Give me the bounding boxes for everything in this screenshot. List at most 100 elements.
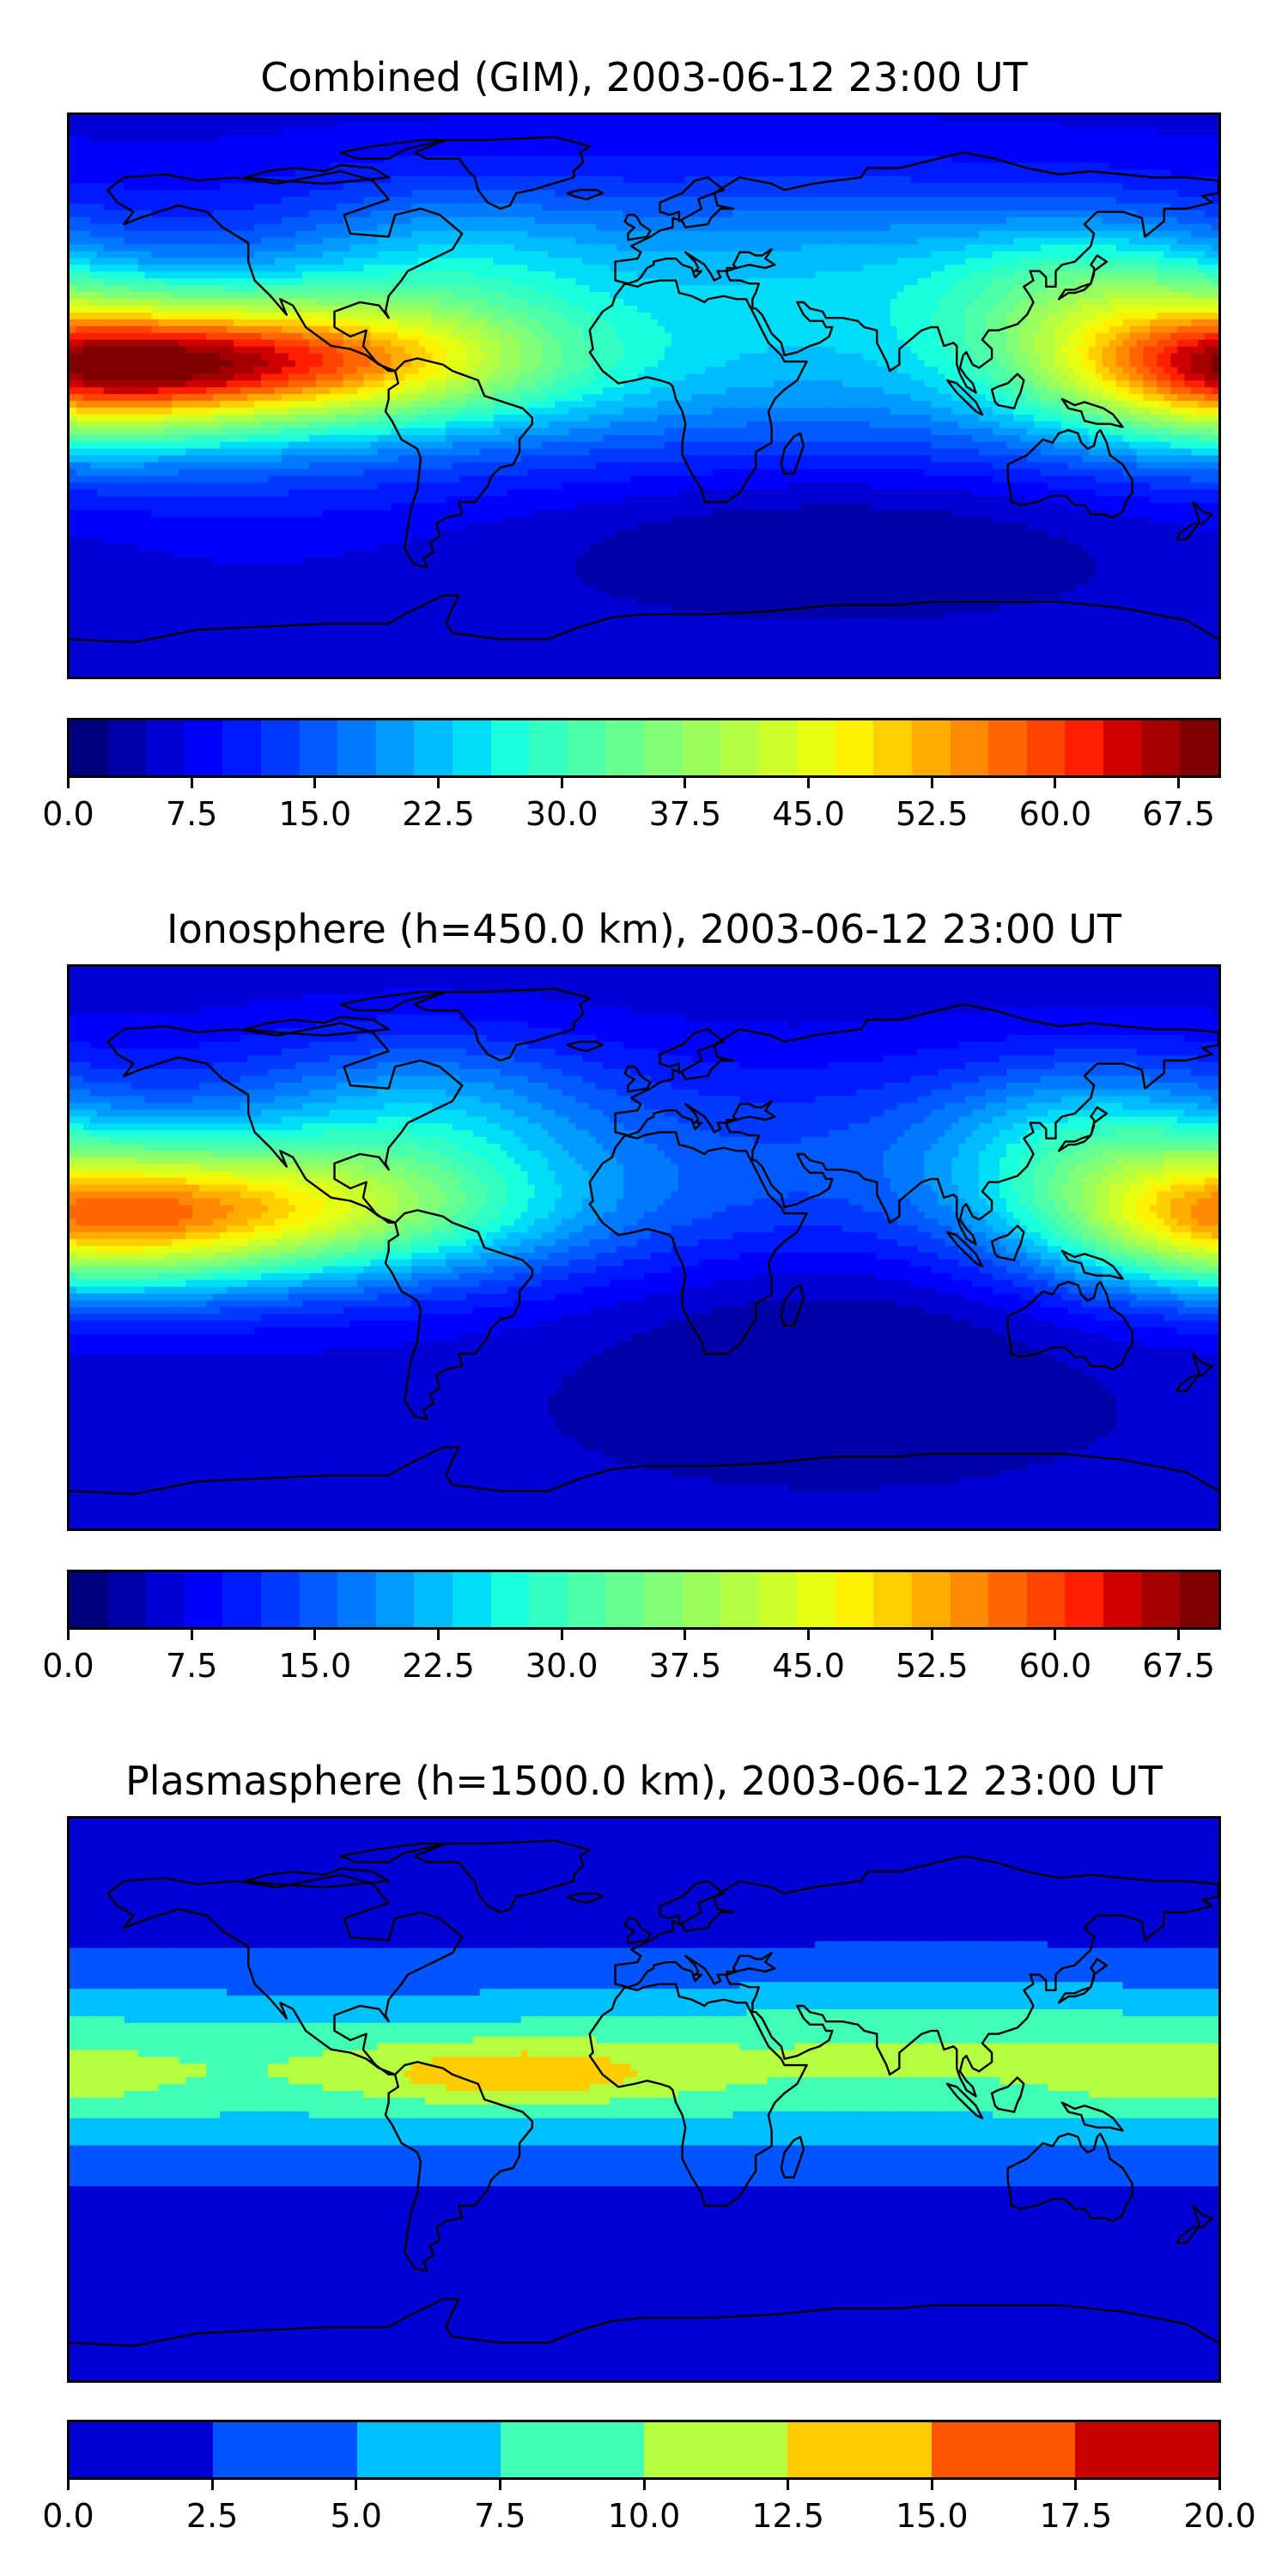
map-svg xyxy=(70,115,1218,677)
coastline-nzealand xyxy=(1176,1352,1213,1393)
colorbar-segment xyxy=(758,1572,798,1627)
colorbar-segment xyxy=(1141,1572,1181,1627)
colorbar-tick xyxy=(1054,778,1057,788)
colorbar-tick xyxy=(683,778,687,788)
coastline-borneo xyxy=(990,2076,1025,2113)
colorbar-segment xyxy=(643,720,683,775)
colorbar-segment xyxy=(931,2422,1075,2477)
tec-field xyxy=(70,115,1218,677)
colorbar-tick-label: 45.0 xyxy=(772,1647,845,1685)
coastline-iceland xyxy=(566,1041,604,1053)
colorbar-segment xyxy=(414,720,453,775)
colorbar-segment xyxy=(375,720,415,775)
coastline-borneo xyxy=(990,1224,1025,1261)
tec-map xyxy=(67,964,1221,1531)
colorbar-tick-label: 15.0 xyxy=(279,795,352,833)
colorbar-tick xyxy=(210,2480,214,2490)
tec-map xyxy=(67,112,1221,679)
colorbar-segment xyxy=(835,720,874,775)
colorbar-ticks: 0.0 2.5 5.0 7.5 10.0 12.5 15.0 17.5 20.0 xyxy=(42,2480,1256,2535)
colorbar-tick-label: 12.5 xyxy=(751,2497,824,2535)
colorbar-tick-label: 15.0 xyxy=(279,1647,352,1685)
coastline-antarctica xyxy=(70,2298,1218,2348)
tec-field xyxy=(70,967,1218,1528)
colorbar-tick xyxy=(498,2480,501,2490)
colorbar-tick-label: 30.0 xyxy=(526,795,598,833)
coastline-samerica xyxy=(384,357,534,569)
colorbar-tick xyxy=(190,1630,193,1640)
colorbar-segment xyxy=(1065,1572,1104,1627)
colorbar-segment xyxy=(950,720,989,775)
colorbar-tick xyxy=(1074,2480,1078,2490)
colorbar-tick-label: 5.0 xyxy=(331,2497,382,2535)
colorbar-tick-label: 52.5 xyxy=(896,1647,969,1685)
coastline-arctic2 xyxy=(339,138,447,161)
colorbar-segment xyxy=(644,2422,788,2477)
coastline-africa xyxy=(588,1131,808,1355)
colorbar xyxy=(67,1570,1221,1630)
colorbar-tick-label: 17.5 xyxy=(1040,2497,1113,2535)
colorbar-segment xyxy=(1026,1572,1066,1627)
coastline-namerica xyxy=(106,1022,464,1224)
colorbar-segment xyxy=(988,720,1027,775)
colorbar-segment xyxy=(500,2422,644,2477)
coastline-madagascar xyxy=(780,2136,805,2179)
colorbar-tick xyxy=(1177,1630,1181,1640)
colorbar-tick-label: 60.0 xyxy=(1019,795,1092,833)
coastline-australia xyxy=(1006,2132,1133,2222)
map-title: Plasmasphere (h=1500.0 km), 2003-06-12 2… xyxy=(0,1757,1288,1805)
colorbar-segment xyxy=(70,720,108,775)
colorbar-tick xyxy=(437,1630,440,1640)
map-title: Ionosphere (h=450.0 km), 2003-06-12 23:0… xyxy=(0,905,1288,953)
colorbar-segment xyxy=(720,720,759,775)
colorbar-tick-label: 52.5 xyxy=(896,795,969,833)
colorbar-tick xyxy=(1177,778,1181,788)
colorbar-segment xyxy=(529,720,568,775)
coastline-arctic2 xyxy=(339,1842,447,1864)
colorbar-tick-label: 0.0 xyxy=(42,795,94,833)
colorbar-tick xyxy=(355,2480,358,2490)
colorbar-tick xyxy=(683,1630,687,1640)
colorbar-tick-label: 10.0 xyxy=(608,2497,681,2535)
coastline-arctic2 xyxy=(339,990,447,1012)
coastline-namerica xyxy=(106,170,464,373)
coastline-samerica xyxy=(384,1209,534,1421)
coastline-greenland xyxy=(413,1839,591,1914)
colorbar-tick-label: 22.5 xyxy=(402,795,475,833)
colorbar-tick-label: 67.5 xyxy=(1142,795,1215,833)
colorbar-segment xyxy=(787,2422,932,2477)
colorbar-segment xyxy=(758,720,798,775)
coastline-eurasia xyxy=(614,1855,1218,2098)
colorbar-segment xyxy=(912,1572,951,1627)
colorbar-segment xyxy=(682,1572,721,1627)
colorbar-segment xyxy=(356,2422,501,2477)
colorbar-tick xyxy=(67,1630,70,1640)
colorbar-tick xyxy=(930,778,933,788)
tec-field xyxy=(70,1819,1218,2380)
colorbar-tick-label: 15.0 xyxy=(896,2497,969,2535)
coastline-japan xyxy=(1057,1958,1109,2004)
colorbar-segment xyxy=(107,1572,147,1627)
coastline-antarctica xyxy=(70,594,1218,644)
coastline-newguinea xyxy=(1060,398,1124,428)
coastline-iceland xyxy=(566,189,604,201)
coastline-australia xyxy=(1006,1280,1133,1370)
colorbar-tick xyxy=(642,2480,646,2490)
coastline-arctic1 xyxy=(244,163,390,185)
colorbar-segment xyxy=(70,2422,214,2477)
colorbar-segment xyxy=(1141,720,1181,775)
colorbar-segment xyxy=(1103,720,1142,775)
coastline-africa xyxy=(588,1983,808,2207)
coastline-sumatra xyxy=(945,1230,984,1267)
colorbar-tick-label: 45.0 xyxy=(772,795,845,833)
colorbar-segment xyxy=(146,720,185,775)
colorbar-segment xyxy=(988,1572,1027,1627)
coastline-newguinea xyxy=(1060,1249,1124,1280)
coastline-uk xyxy=(623,214,652,241)
coastline-japan xyxy=(1057,254,1109,301)
colorbar-tick-label: 60.0 xyxy=(1019,1647,1092,1685)
colorbar-tick-label: 7.5 xyxy=(474,2497,526,2535)
map-title: Combined (GIM), 2003-06-12 23:00 UT xyxy=(0,53,1288,101)
colorbar-tick xyxy=(313,1630,317,1640)
colorbar-tick xyxy=(787,2480,790,2490)
